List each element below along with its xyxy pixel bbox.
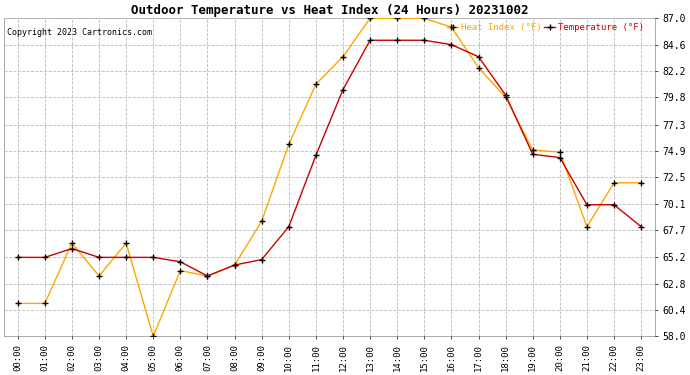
Legend: Heat Index (°F), Temperature (°F): Heat Index (°F), Temperature (°F) <box>447 23 644 32</box>
Title: Outdoor Temperature vs Heat Index (24 Hours) 20231002: Outdoor Temperature vs Heat Index (24 Ho… <box>130 4 528 17</box>
Text: Copyright 2023 Cartronics.com: Copyright 2023 Cartronics.com <box>8 28 152 37</box>
